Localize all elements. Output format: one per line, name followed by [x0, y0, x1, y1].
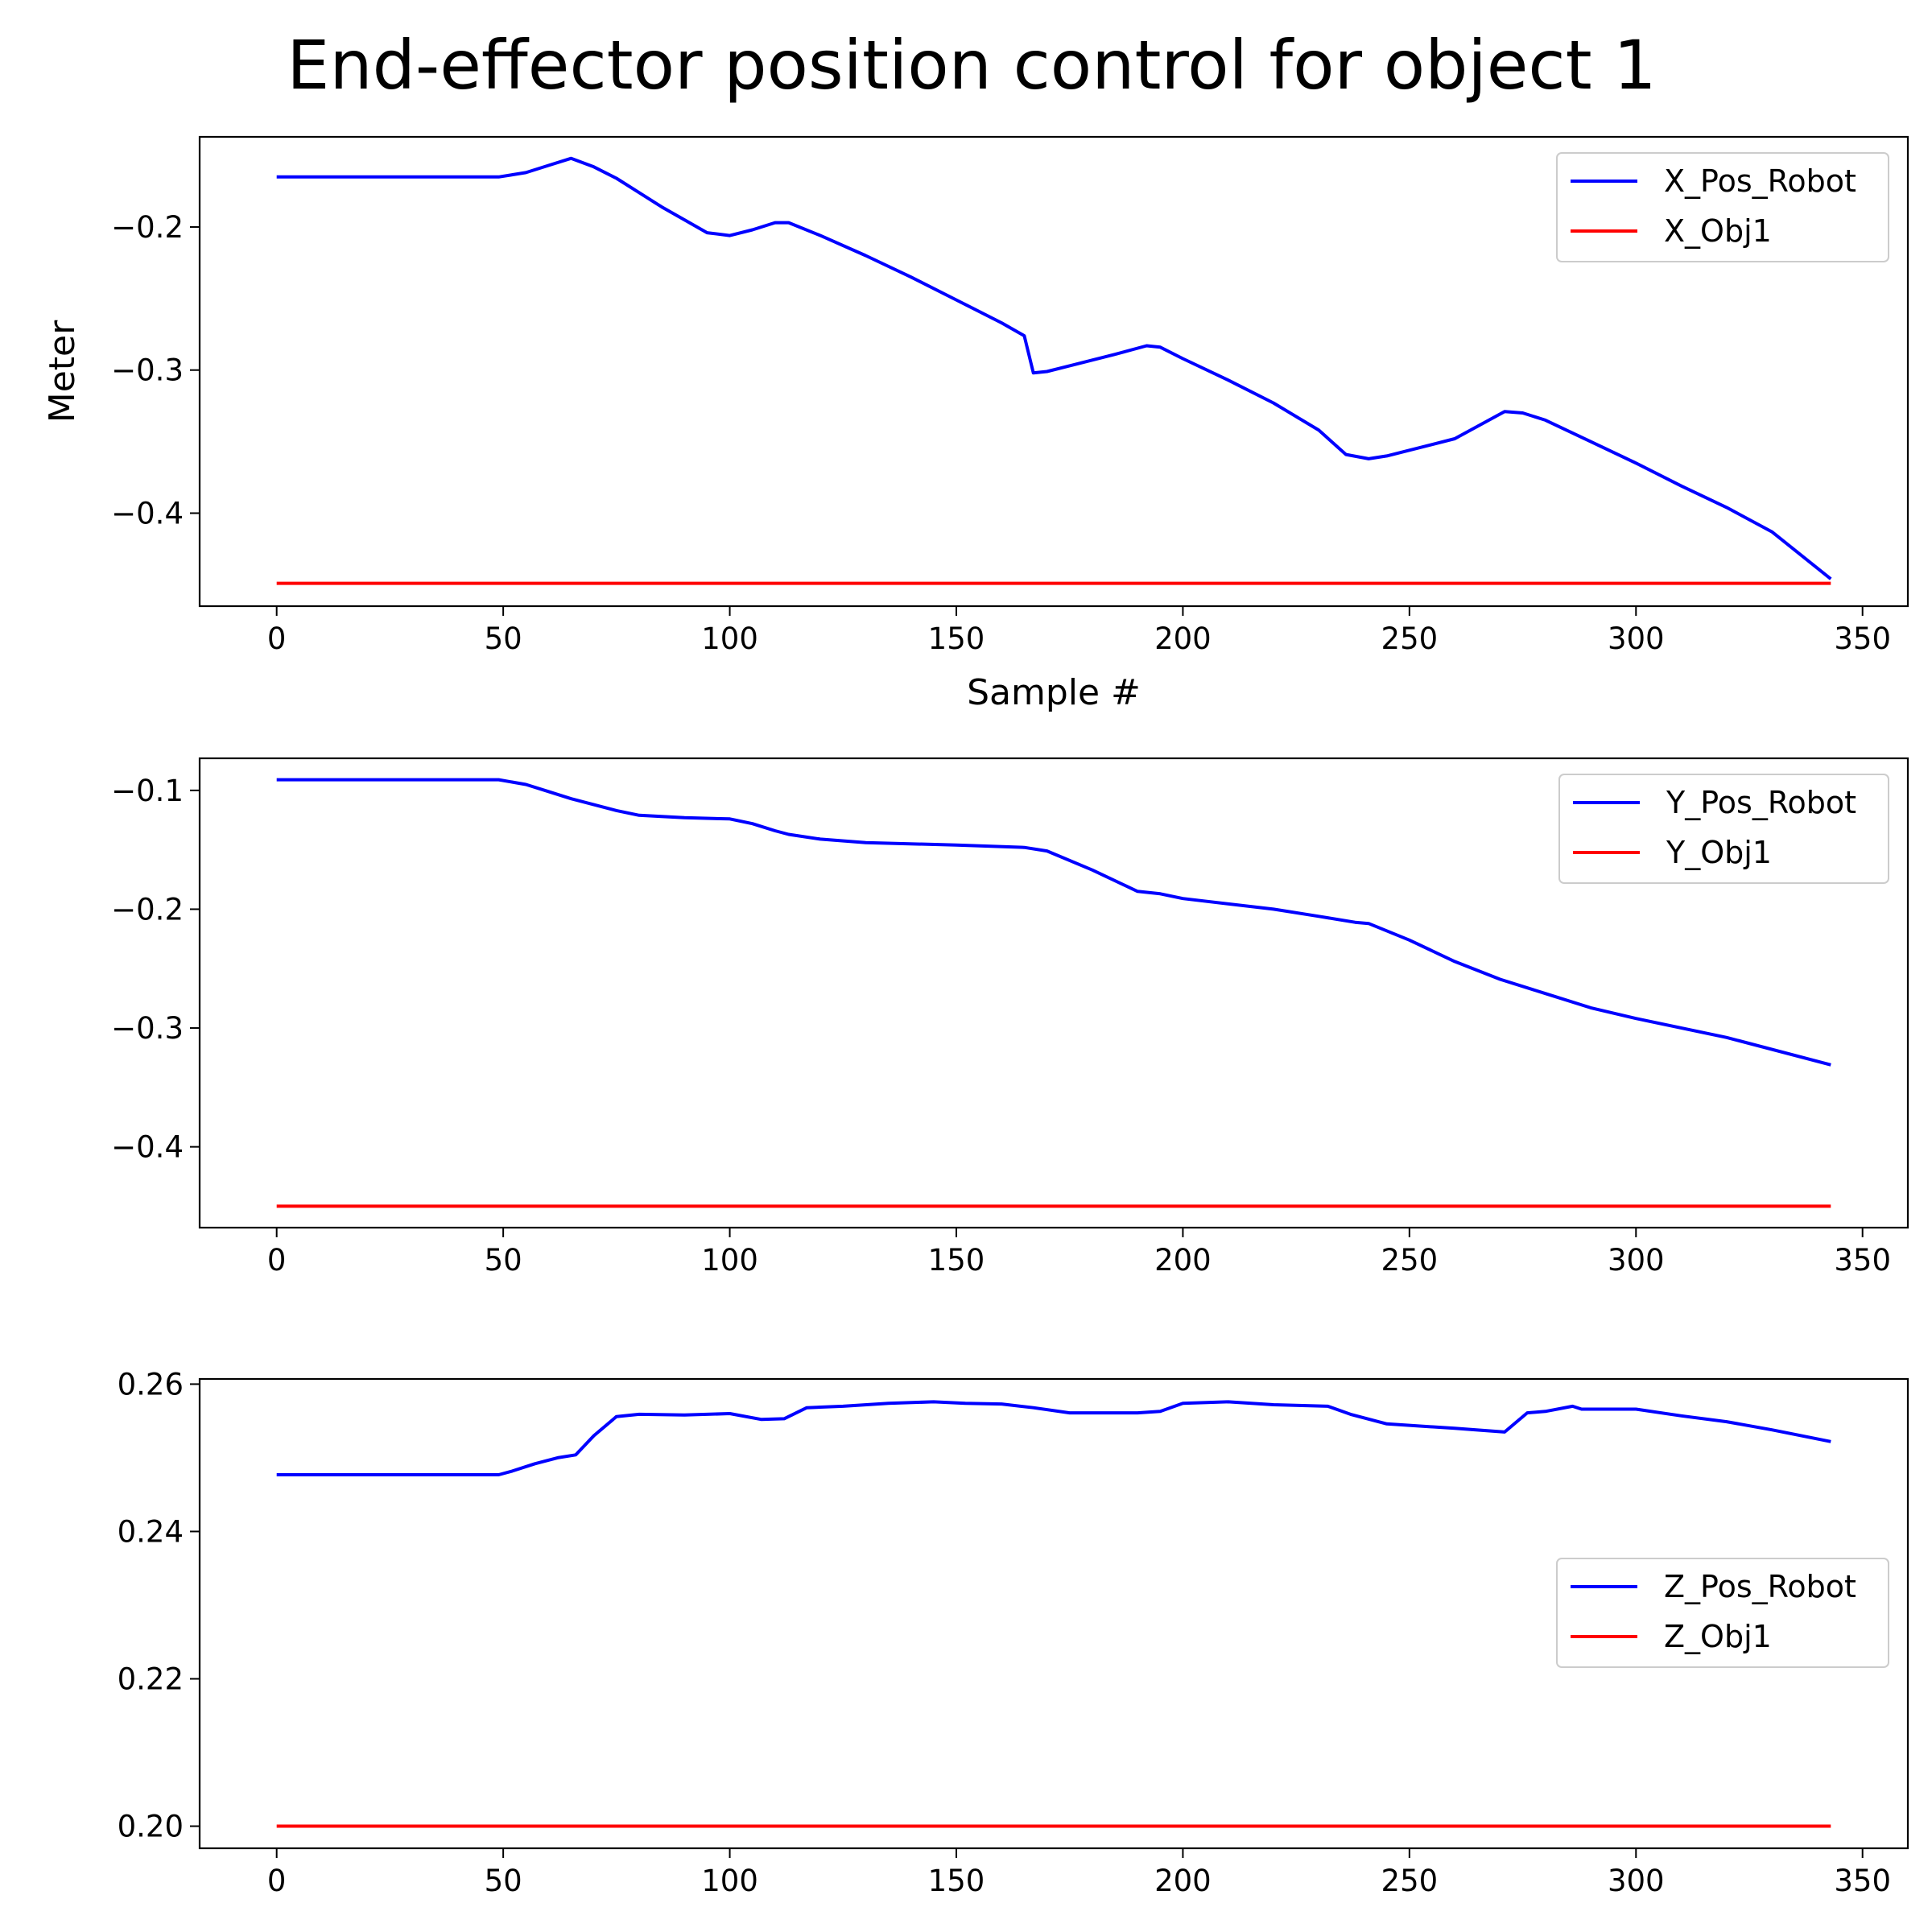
series-line-z-pos-robot [276, 1400, 1831, 1476]
axes-frame [198, 135, 1909, 608]
legend-entry-label: Y_Pos_Robot [1666, 785, 1856, 820]
y-tick-label: 0.24 [118, 1514, 184, 1549]
legend: Z_Pos_Robot Z_Obj1 [1556, 1558, 1889, 1668]
y-tick-label: 0.22 [118, 1662, 184, 1696]
y-tick-label: −0.2 [111, 210, 184, 245]
x-tick-label: 50 [485, 621, 522, 656]
axes-frame [198, 1377, 1909, 1850]
x-tick-label: 250 [1381, 1864, 1439, 1898]
y-tick-label: −0.3 [111, 353, 184, 388]
x-tick-label: 0 [267, 1864, 287, 1898]
x-tick-label: 200 [1154, 1243, 1212, 1278]
x-tick-label: 300 [1608, 621, 1665, 656]
x-tick-label: 50 [485, 1243, 522, 1278]
x-tick-label: 150 [928, 1864, 985, 1898]
series-line-x-pos-robot [276, 156, 1832, 580]
x-tick-label: 50 [485, 1864, 522, 1898]
y-tick-label: 0.26 [118, 1367, 184, 1402]
x-tick-label: 150 [928, 621, 985, 656]
x-tick-label: 250 [1381, 621, 1439, 656]
y-tick-label: −0.1 [111, 774, 184, 808]
x-tick-label: 300 [1608, 1864, 1665, 1898]
legend-entry-label: Z_Obj1 [1664, 1619, 1772, 1654]
x-tick-label: 350 [1834, 1243, 1891, 1278]
x-tick-label: 100 [701, 621, 758, 656]
x-tick-label: 150 [928, 1243, 985, 1278]
legend-entry-label: Z_Pos_Robot [1664, 1569, 1856, 1604]
y-axis-label: Meter [42, 320, 83, 423]
subplot-2: 0 50 100 150 200 250 300 350 −0.1 −0.2 −0.3 −0.4 Y_P… [111, 757, 1909, 1278]
y-tick-label: 0.20 [118, 1810, 184, 1844]
x-tick-label: 350 [1834, 1864, 1891, 1898]
y-tick-label: −0.2 [111, 892, 184, 927]
x-tick-label: 200 [1154, 621, 1212, 656]
x-tick-label: 100 [701, 1243, 758, 1278]
axes-frame [198, 757, 1909, 1229]
subplot-3: 0 50 100 150 200 250 300 350 0.20 0.22 0.24 0.26 Z_P… [118, 1367, 1909, 1898]
x-tick-label: 0 [267, 1243, 287, 1278]
series-line-y-pos-robot [276, 778, 1831, 1067]
legend-entry-label: X_Pos_Robot [1664, 163, 1856, 199]
legend: X_Pos_Robot X_Obj1 [1556, 152, 1889, 262]
figure-title: End-effector position control for object… [287, 26, 1656, 105]
legend-entry-label: X_Obj1 [1664, 213, 1772, 249]
x-tick-label: 0 [267, 621, 287, 656]
y-tick-label: −0.3 [111, 1011, 184, 1046]
x-tick-label: 350 [1834, 621, 1891, 656]
legend-frame [1558, 774, 1889, 884]
x-tick-label: 300 [1608, 1243, 1665, 1278]
legend-entry-label: Y_Obj1 [1666, 835, 1772, 870]
legend-frame [1556, 1558, 1889, 1668]
legend: Y_Pos_Robot Y_Obj1 [1558, 774, 1889, 884]
y-tick-label: −0.4 [111, 496, 184, 530]
x-tick-label: 200 [1154, 1864, 1212, 1898]
subplot-1: 0 50 100 150 200 250 300 350 −0.2 −0.3 −0.4 Sample … [42, 135, 1909, 713]
x-axis-label: Sample # [967, 672, 1141, 713]
x-tick-label: 100 [701, 1864, 758, 1898]
legend-frame [1556, 152, 1889, 262]
x-tick-label: 250 [1381, 1243, 1439, 1278]
y-tick-label: −0.4 [111, 1130, 184, 1165]
